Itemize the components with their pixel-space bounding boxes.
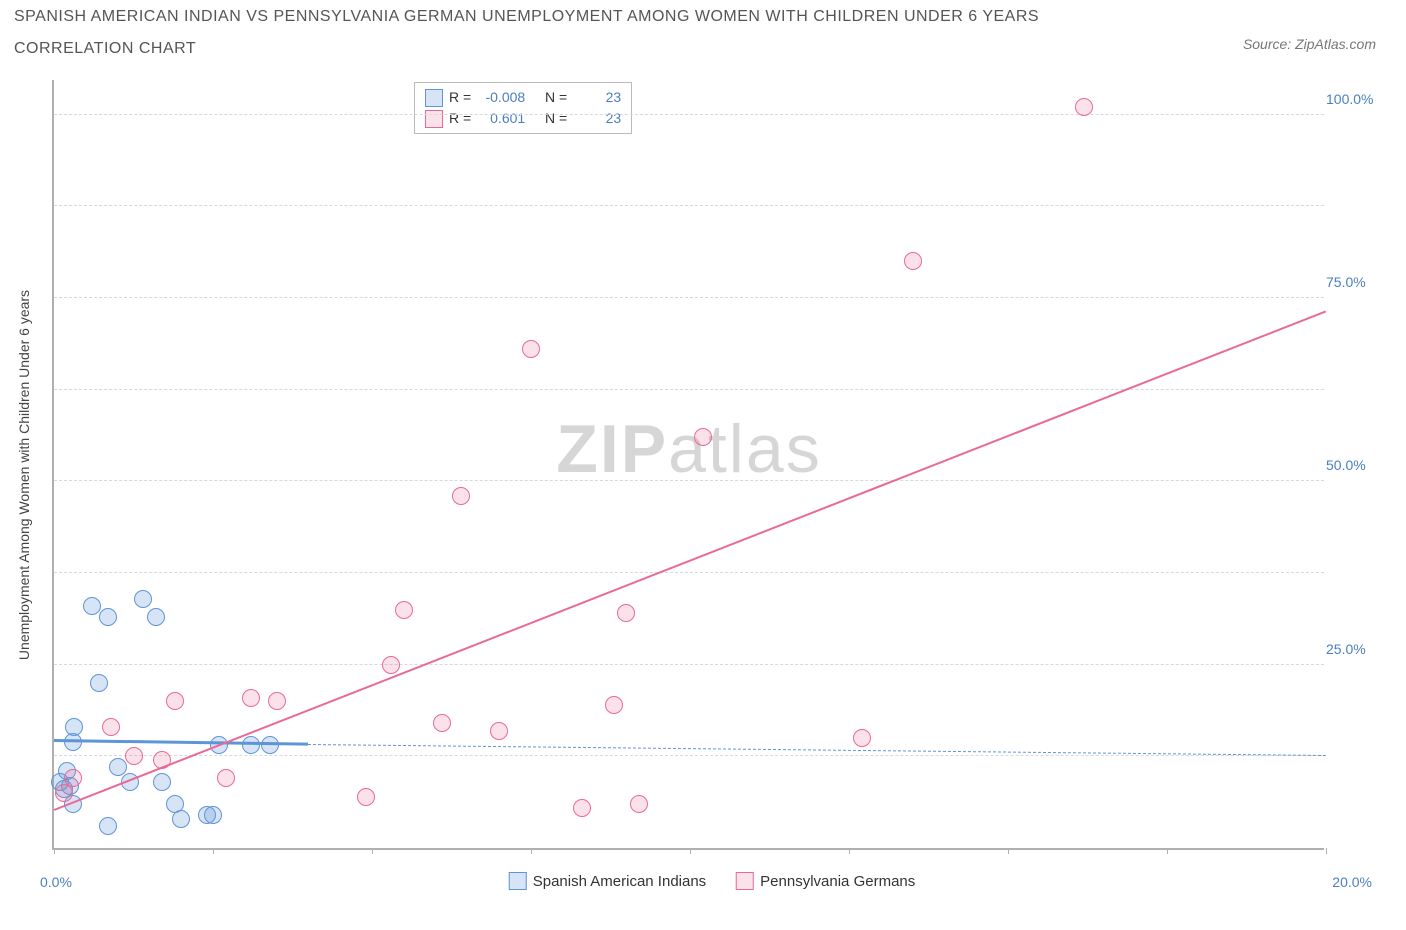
stats-legend: R = -0.008 N = 23 R = 0.601 N = 23 [414,82,632,134]
watermark-light: atlas [668,411,822,487]
scatter-point [153,751,171,769]
stat-r-label: R = [449,87,471,108]
scatter-point [99,608,117,626]
scatter-point [395,601,413,619]
y-tick-label: 75.0% [1326,274,1382,290]
gridline [54,572,1324,573]
x-tick-mark [1326,848,1327,854]
chart-title-line1: SPANISH AMERICAN INDIAN VS PENNSYLVANIA … [14,8,1039,26]
chart-title-line2: CORRELATION CHART [14,40,1039,58]
scatter-point [109,758,127,776]
legend-swatch [736,872,754,890]
gridline [54,297,1324,298]
stat-n-value: 23 [573,87,621,108]
scatter-point [134,590,152,608]
scatter-point [1075,98,1093,116]
y-tick-label: 100.0% [1326,91,1382,107]
scatter-point [242,736,260,754]
scatter-point [853,729,871,747]
series-legend: Spanish American Indians Pennsylvania Ge… [509,872,916,890]
x-tick-mark [213,848,214,854]
scatter-point [147,608,165,626]
stat-n-label: N = [545,108,567,129]
scatter-point [242,689,260,707]
scatter-point [490,722,508,740]
x-tick-mark [54,848,55,854]
legend-item: Pennsylvania Germans [736,872,915,890]
scatter-point [573,799,591,817]
stat-n-value: 23 [573,108,621,129]
scatter-point [605,696,623,714]
scatter-point [172,810,190,828]
gridline [54,480,1324,481]
stats-row: R = 0.601 N = 23 [425,108,621,129]
legend-swatch [509,872,527,890]
stats-row: R = -0.008 N = 23 [425,87,621,108]
x-tick-mark [1008,848,1009,854]
x-tick-mark [372,848,373,854]
scatter-point [904,252,922,270]
scatter-point [268,692,286,710]
scatter-point [166,692,184,710]
scatter-point [99,817,117,835]
chart-area: Unemployment Among Women with Children U… [52,80,1372,870]
stat-r-label: R = [449,108,471,129]
x-tick-mark [1167,848,1168,854]
gridline [54,205,1324,206]
gridline [54,389,1324,390]
legend-swatch [425,89,443,107]
legend-swatch [425,110,443,128]
scatter-point [433,714,451,732]
gridline [54,664,1324,665]
scatter-point [153,773,171,791]
scatter-point [452,487,470,505]
scatter-point [64,769,82,787]
scatter-point [90,674,108,692]
gridline [54,755,1324,756]
scatter-point [382,656,400,674]
x-tick-mark [849,848,850,854]
stat-r-value: -0.008 [477,87,525,108]
scatter-point [83,597,101,615]
scatter-point [617,604,635,622]
trend-line [54,311,1327,812]
scatter-point [102,718,120,736]
scatter-point [522,340,540,358]
scatter-point [65,718,83,736]
legend-label: Pennsylvania Germans [760,873,915,890]
chart-title-block: SPANISH AMERICAN INDIAN VS PENNSYLVANIA … [14,8,1039,72]
scatter-point [204,806,222,824]
x-tick-label: 0.0% [40,874,72,890]
scatter-point [357,788,375,806]
stat-r-value: 0.601 [477,108,525,129]
legend-label: Spanish American Indians [533,873,706,890]
watermark: ZIPatlas [556,410,821,488]
y-tick-label: 25.0% [1326,641,1382,657]
x-tick-mark [690,848,691,854]
scatter-point [125,747,143,765]
x-tick-label: 20.0% [1332,874,1372,890]
legend-item: Spanish American Indians [509,872,706,890]
scatter-point [261,736,279,754]
y-axis-label: Unemployment Among Women with Children U… [16,290,32,660]
gridline [54,114,1324,115]
stat-n-label: N = [545,87,567,108]
scatter-point [694,428,712,446]
scatter-point [217,769,235,787]
scatter-point [630,795,648,813]
source-attribution: Source: ZipAtlas.com [1243,36,1376,52]
x-tick-mark [531,848,532,854]
watermark-bold: ZIP [556,411,668,487]
plot-region: ZIPatlas R = -0.008 N = 23 R = 0.601 N =… [52,80,1324,850]
y-tick-label: 50.0% [1326,457,1382,473]
